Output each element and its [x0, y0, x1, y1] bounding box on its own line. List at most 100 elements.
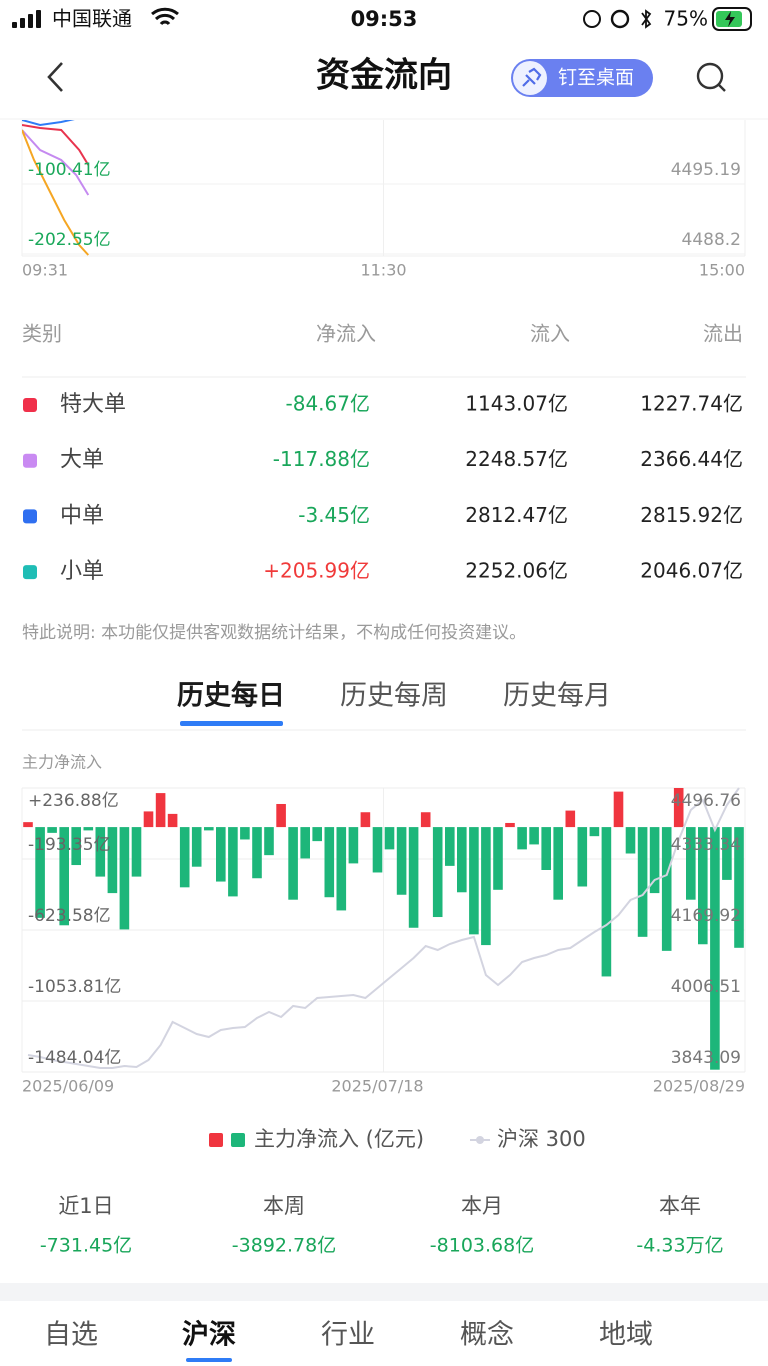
bar [384, 827, 395, 850]
row-name: 小单 [60, 559, 104, 584]
bar [577, 827, 588, 887]
bar [408, 827, 419, 928]
column-header: 流入 [530, 322, 570, 346]
tab[interactable]: 历史每周 [340, 681, 448, 712]
bar [312, 827, 322, 842]
net-flow: -3.45亿 [298, 503, 370, 527]
bar [541, 827, 551, 870]
column-header: 净流入 [316, 322, 376, 346]
page-title: 资金流向 [316, 56, 452, 96]
nav-item[interactable]: 沪深 [182, 1320, 236, 1351]
y-tick-label: -1053.81亿 [28, 977, 121, 997]
status-bar: 中国联通 09:53 75% [12, 7, 752, 31]
inflow: 2252.06亿 [465, 559, 568, 583]
bar [481, 827, 491, 946]
bar [300, 827, 310, 859]
bar [336, 827, 347, 911]
bar [529, 827, 539, 845]
x-tick-label: 2025/07/18 [331, 1077, 423, 1096]
outflow: 2815.92亿 [640, 503, 743, 527]
row-name: 中单 [60, 503, 104, 528]
search-button[interactable] [696, 62, 724, 90]
bar [432, 827, 443, 918]
bar [240, 827, 250, 840]
nav-indicator [186, 1358, 232, 1362]
summary-value: -8103.68亿 [430, 1235, 534, 1257]
bar [722, 827, 732, 880]
bar [204, 827, 214, 831]
x-tick-label: 15:00 [699, 261, 745, 280]
bar [167, 813, 178, 828]
bar [95, 827, 106, 877]
nav-item[interactable]: 自选 [44, 1320, 98, 1351]
back-button[interactable] [47, 62, 63, 92]
bar [625, 827, 636, 854]
battery-icon [712, 7, 752, 31]
bar [698, 827, 708, 945]
x-tick-label: 2025/08/29 [653, 1077, 745, 1096]
y2-tick-label: 4496.76 [671, 791, 741, 811]
column-header: 流出 [703, 322, 743, 346]
row-name: 大单 [60, 448, 104, 473]
bar [59, 827, 69, 926]
signal-icon [12, 22, 17, 28]
bar [661, 827, 672, 951]
nav-item[interactable]: 地域 [599, 1320, 653, 1351]
summary-label: 本年 [659, 1194, 701, 1218]
nav-item[interactable]: 概念 [460, 1320, 514, 1351]
bottom-nav: 自选 沪深 行业 概念 地域 [44, 1320, 653, 1362]
legend-swatch [23, 565, 37, 580]
flow-line [22, 129, 90, 196]
search-button[interactable] [718, 84, 726, 92]
tab[interactable]: 历史每日 [177, 680, 285, 712]
legend-swatch [23, 453, 37, 468]
y2-tick-label: 4006.51 [671, 977, 741, 997]
pin-button[interactable]: 钉至桌面 [511, 59, 653, 97]
bar [83, 827, 94, 831]
bar [264, 827, 274, 856]
bar [710, 827, 720, 1070]
nav-item[interactable]: 行业 [321, 1320, 375, 1351]
bar [252, 827, 262, 879]
intraday-chart: -100.41亿 -202.55亿 4495.19 4488.2 09:31 11:30 1… [21, 120, 746, 280]
y-tick-label: -623.58亿 [28, 906, 111, 926]
lock-icon [583, 10, 601, 28]
bar [649, 827, 660, 894]
y-tick-label: +236.88亿 [28, 791, 119, 811]
bluetooth-icon [641, 9, 652, 29]
pin-button-bg[interactable] [511, 59, 653, 97]
outflow: 1227.74亿 [640, 392, 743, 416]
bar [191, 827, 202, 867]
legend-label: 沪深 300 [497, 1127, 586, 1151]
outflow: 2366.44亿 [640, 447, 743, 471]
bar [734, 827, 744, 948]
outflow: 2046.07亿 [640, 559, 743, 583]
tab[interactable]: 历史每月 [503, 681, 611, 712]
summary-label: 近1日 [58, 1194, 113, 1218]
y-tick-label: -100.41亿 [28, 160, 111, 180]
bar [179, 827, 190, 888]
bar [420, 812, 431, 828]
y-tick-label: -1484.04亿 [28, 1048, 121, 1068]
signal-icon [20, 18, 25, 28]
bar [288, 827, 298, 900]
bar [228, 827, 238, 897]
flow-line [22, 129, 90, 256]
bar [565, 810, 576, 828]
x-tick-label: 11:30 [360, 261, 406, 280]
bar [360, 812, 371, 828]
bar [71, 827, 81, 866]
pin-button-label[interactable]: 钉至桌面 [558, 67, 634, 89]
bar [637, 827, 648, 937]
legend-swatch [476, 1136, 484, 1144]
carrier: 中国联通 [52, 7, 132, 31]
flow-line [22, 120, 75, 127]
net-flow: -117.88亿 [273, 447, 370, 471]
legend-swatch [23, 509, 37, 524]
inflow: 1143.07亿 [465, 392, 568, 416]
signal-icon [36, 10, 41, 28]
clock: 09:53 [351, 7, 418, 31]
